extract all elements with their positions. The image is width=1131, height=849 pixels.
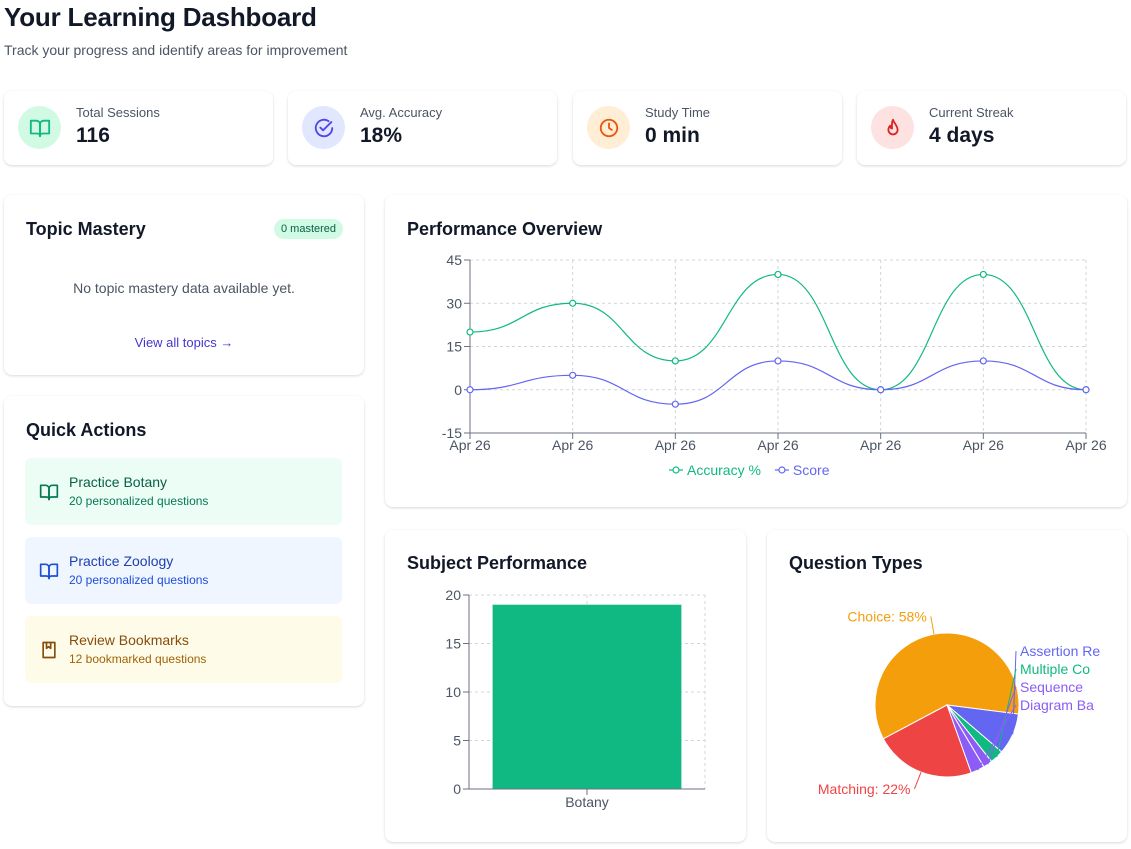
view-all-topics-link[interactable]: View all topics → bbox=[134, 335, 234, 350]
card-title: Performance Overview bbox=[407, 219, 603, 239]
subject-performance-card: Subject Performance 20 15 10 5 0 Botany bbox=[385, 530, 746, 842]
stat-value: 18% bbox=[360, 124, 403, 147]
stat-card-avg-accuracy: Avg. Accuracy 18% bbox=[288, 91, 557, 165]
stat-card-total-sessions: Total Sessions 116 bbox=[4, 91, 273, 165]
review-bookmarks-button[interactable]: Review Bookmarks 12 bookmarked questions bbox=[25, 616, 342, 683]
performance-overview-card: Performance Overview 45 30 15 0 -15 Apr 26 Apr… bbox=[385, 195, 1127, 507]
pie-slice bbox=[882, 704, 972, 778]
pie-label: Diagram Ba bbox=[1020, 697, 1094, 713]
y-tick-label: 45 bbox=[446, 252, 462, 268]
data-point bbox=[877, 386, 885, 394]
pie-label: Assertion Re bbox=[1020, 643, 1100, 659]
y-tick-label: 15 bbox=[446, 339, 462, 355]
question-types-pie-chart: Choice: 58% Assertion Re Multiple Co Sequen… bbox=[818, 608, 1100, 797]
action-subtitle: 20 personalized questions bbox=[69, 573, 209, 587]
page-title: Your Learning Dashboard bbox=[4, 2, 317, 32]
x-tick-label: Apr 26 bbox=[860, 437, 901, 453]
x-tick-label: Apr 26 bbox=[449, 437, 490, 453]
stat-card-study-time: Study Time 0 min bbox=[573, 91, 842, 165]
data-point bbox=[466, 328, 474, 336]
flame-icon bbox=[871, 106, 914, 149]
question-types-card: Question Types Choice: 58% Assertion Re Mu… bbox=[767, 530, 1127, 842]
pie-leader-line bbox=[914, 771, 922, 790]
data-point bbox=[671, 357, 679, 365]
data-point bbox=[671, 400, 679, 408]
x-tick-label: Apr 26 bbox=[757, 437, 798, 453]
card-title: Topic Mastery bbox=[26, 219, 146, 239]
x-tick-label: Apr 26 bbox=[963, 437, 1004, 453]
practice-botany-button[interactable]: Practice Botany 20 personalized question… bbox=[25, 458, 342, 525]
stat-label: Current Streak bbox=[929, 105, 1014, 120]
quick-actions-card: Quick Actions Practice Botany 20 persona… bbox=[4, 396, 364, 706]
subject-bar-chart: 20 15 10 5 0 Botany bbox=[445, 587, 706, 810]
card-title: Quick Actions bbox=[26, 420, 147, 440]
pie-leader-line bbox=[987, 686, 1017, 765]
legend-label: Score bbox=[793, 462, 830, 478]
card-title: Subject Performance bbox=[407, 553, 588, 573]
pie-leader-line bbox=[977, 704, 1017, 771]
data-point bbox=[979, 357, 987, 365]
action-subtitle: 20 personalized questions bbox=[69, 494, 209, 508]
data-point bbox=[774, 270, 782, 279]
action-title: Practice Zoology bbox=[69, 553, 174, 569]
y-tick-label: 15 bbox=[445, 636, 461, 652]
topic-mastery-card: Topic Mastery 0 mastered No topic master… bbox=[4, 195, 364, 375]
y-tick-label: 10 bbox=[445, 684, 461, 700]
action-title: Review Bookmarks bbox=[69, 632, 189, 648]
x-tick-label: Apr 26 bbox=[655, 437, 696, 453]
pie-label: Choice: 58% bbox=[847, 608, 926, 624]
legend-marker bbox=[778, 466, 786, 474]
bar bbox=[492, 604, 682, 789]
stat-value: 116 bbox=[76, 124, 110, 147]
pie-label: Matching: 22% bbox=[818, 781, 911, 797]
pie-label: Multiple Co bbox=[1020, 661, 1090, 677]
practice-zoology-button[interactable]: Practice Zoology 20 personalized questio… bbox=[25, 537, 342, 604]
page-subtitle: Track your progress and identify areas f… bbox=[4, 42, 348, 58]
data-point bbox=[569, 299, 577, 307]
stat-label: Avg. Accuracy bbox=[360, 105, 443, 120]
stat-card-current-streak: Current Streak 4 days bbox=[857, 91, 1126, 165]
clock-icon bbox=[587, 106, 630, 149]
action-title: Practice Botany bbox=[69, 474, 168, 490]
book-open-icon bbox=[39, 561, 59, 581]
data-point bbox=[569, 371, 577, 379]
mastered-badge: 0 mastered bbox=[274, 219, 344, 239]
stat-value: 4 days bbox=[929, 124, 995, 147]
action-subtitle: 12 bookmarked questions bbox=[69, 652, 207, 666]
data-point bbox=[774, 357, 782, 365]
data-point bbox=[979, 270, 987, 279]
data-point bbox=[466, 386, 474, 394]
bookmark-book-icon bbox=[39, 640, 59, 660]
stat-label: Total Sessions bbox=[76, 105, 160, 120]
x-tick-label: Botany bbox=[565, 794, 609, 810]
book-open-icon bbox=[39, 482, 59, 502]
data-point bbox=[1082, 386, 1090, 394]
y-tick-label: 30 bbox=[446, 295, 462, 311]
y-tick-label: 20 bbox=[445, 587, 461, 603]
y-tick-label: 5 bbox=[453, 733, 461, 749]
card-title: Question Types bbox=[789, 553, 923, 573]
x-tick-label: Apr 26 bbox=[1065, 437, 1106, 453]
legend-label: Accuracy % bbox=[687, 462, 761, 478]
empty-state-text: No topic mastery data available yet. bbox=[73, 280, 295, 296]
y-tick-label: -15 bbox=[442, 425, 462, 441]
stat-value: 0 min bbox=[645, 124, 700, 147]
stat-label: Study Time bbox=[645, 105, 711, 120]
pie-leader-line bbox=[930, 616, 935, 635]
x-tick-label: Apr 26 bbox=[552, 437, 593, 453]
y-tick-label: 0 bbox=[453, 781, 461, 797]
legend-marker bbox=[672, 466, 680, 474]
book-open-icon bbox=[18, 106, 61, 149]
check-circle-icon bbox=[302, 106, 345, 149]
pie-label: Sequence bbox=[1020, 679, 1083, 695]
y-tick-label: 0 bbox=[454, 382, 462, 398]
